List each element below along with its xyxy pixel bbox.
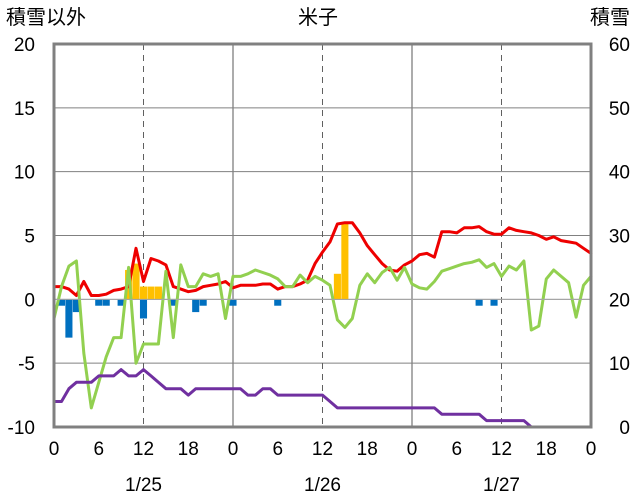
line-layer [52, 221, 593, 429]
bar [65, 299, 73, 338]
x-tick-label: 6 [451, 439, 462, 460]
chart-title: 米子 [298, 6, 338, 29]
bar [132, 263, 140, 300]
bar [192, 299, 200, 313]
bar [154, 286, 162, 300]
y-right-tick-label: 10 [609, 354, 630, 375]
axis-layer [52, 42, 593, 429]
y-left-tick-label: -5 [18, 354, 35, 375]
x-tick-label: 0 [49, 439, 60, 460]
bar [199, 299, 207, 306]
y-left-tick-label: -10 [8, 418, 35, 439]
x-tick-label: 18 [357, 439, 378, 460]
series-line [52, 258, 593, 410]
x-tick-label: 12 [312, 439, 333, 460]
series-line [52, 368, 593, 429]
bar [117, 299, 125, 306]
bar [333, 273, 341, 300]
x-tick-label: 12 [133, 439, 154, 460]
bar [102, 299, 110, 306]
series-line [52, 221, 593, 297]
bar [169, 299, 177, 306]
bar [57, 299, 66, 306]
date-label: 1/26 [304, 475, 341, 496]
y-right-tick-label: 40 [609, 163, 630, 184]
y-left-tick-label: 5 [24, 227, 35, 248]
x-tick-label: 0 [586, 439, 597, 460]
bar [341, 222, 349, 300]
x-tick-label: 0 [407, 439, 418, 460]
date-label: 1/25 [125, 475, 162, 496]
bar [490, 299, 498, 306]
y-left-tick-label: 15 [14, 99, 35, 120]
bar [139, 299, 148, 319]
right-axis-title: 積雪 [590, 6, 630, 29]
bar [229, 299, 237, 306]
date-label: 1/27 [483, 475, 520, 496]
y-right-tick-label: 60 [609, 35, 630, 56]
y-left-tick-label: 20 [14, 35, 35, 56]
y-left-tick-label: 0 [24, 290, 35, 311]
x-tick-label: 18 [178, 439, 199, 460]
x-tick-label: 18 [536, 439, 557, 460]
left-axis-title: 積雪以外 [6, 6, 86, 29]
grid-layer [54, 44, 591, 427]
bar [72, 299, 80, 313]
bar [95, 299, 103, 306]
x-tick-label: 0 [228, 439, 239, 460]
y-right-tick-label: 0 [619, 418, 630, 439]
bar [139, 286, 148, 300]
bar [475, 299, 483, 306]
x-tick-label: 12 [491, 439, 512, 460]
x-tick-label: 6 [272, 439, 283, 460]
y-right-tick-label: 20 [609, 290, 630, 311]
x-tick-label: 6 [93, 439, 104, 460]
y-left-tick-label: 10 [14, 163, 35, 184]
bar [274, 299, 282, 306]
bar [147, 286, 155, 300]
plot-frame [52, 42, 593, 429]
y-right-tick-label: 50 [609, 99, 630, 120]
y-right-tick-label: 30 [609, 227, 630, 248]
